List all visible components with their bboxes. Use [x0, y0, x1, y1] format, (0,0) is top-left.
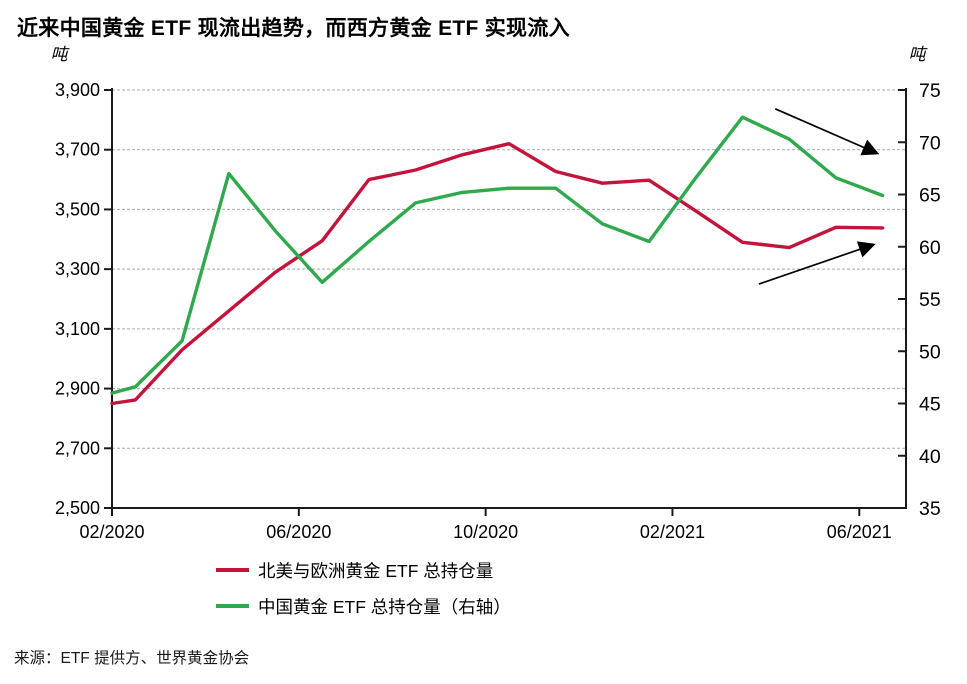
legend-item-west-etf: 北美与欧洲黄金 ETF 总持仓量 — [216, 557, 511, 583]
series-line-china-etf — [110, 115, 885, 395]
legend-swatch-china-line — [216, 604, 249, 608]
legend-label-china: 中国黄金 ETF 总持仓量（右轴） — [258, 596, 511, 617]
trend-arrow-china-outflow — [774, 108, 880, 156]
chart-area: 3,900 3,700 3,500 3,300 3,100 2,900 2,700 2,500… — [51, 45, 941, 542]
y-axis-left-tick-label: 3,300 — [55, 259, 100, 279]
x-axis-tick-label: 06/2020 — [266, 522, 331, 542]
y-axis-left-tick-label: 3,700 — [55, 140, 100, 160]
legend-item-china-etf: 中国黄金 ETF 总持仓量（右轴） — [216, 593, 511, 619]
y-axis-right-tick-label: 75 — [919, 80, 941, 102]
right-axis-unit-label: 吨 — [909, 45, 929, 64]
chart-title: 近来中国黄金 ETF 现流出趋势，而西方黄金 ETF 实现流入 — [17, 17, 570, 40]
y-axis-right-tick-label: 45 — [919, 394, 941, 416]
y-axis-left-tick-label: 3,900 — [55, 80, 100, 100]
y-axis-right-tick-label: 50 — [919, 341, 941, 363]
y-axis-right-tick-label: 35 — [919, 498, 941, 520]
y-axis-left-tick-label: 3,100 — [55, 319, 100, 339]
x-axis-tick-label: 02/2021 — [640, 522, 705, 542]
x-axis-tick-label: 06/2021 — [827, 522, 892, 542]
y-axis-right-tick-label: 55 — [919, 289, 941, 311]
y-axis-right-tick-label: 70 — [919, 132, 941, 154]
y-axis-right-tick-label: 60 — [919, 237, 941, 259]
legend-swatch-west-line — [216, 568, 249, 572]
series-line-west-etf — [110, 141, 885, 406]
x-axis-tick-label: 10/2020 — [453, 522, 518, 542]
x-axis-tick-label: 02/2020 — [79, 522, 144, 542]
source-note: 来源：ETF 提供方、世界黄金协会 — [14, 650, 250, 667]
etf-holdings-line-chart: 3,900 3,700 3,500 3,300 3,100 2,900 2,700 2,500… — [51, 45, 941, 542]
legend-label-west: 北美与欧洲黄金 ETF 总持仓量 — [258, 560, 494, 581]
y-axis-right-tick-label: 65 — [919, 185, 941, 207]
y-axis-left-tick-label: 2,900 — [55, 379, 100, 399]
y-axis-left-tick-label: 2,700 — [55, 438, 100, 458]
y-axis-right-tick-label: 40 — [919, 446, 941, 468]
y-axis-left-tick-label: 2,500 — [55, 498, 100, 518]
y-axis-left-tick-label: 3,500 — [55, 199, 100, 219]
left-axis-unit-label: 吨 — [51, 45, 71, 64]
trend-arrow-west-inflow — [758, 241, 876, 285]
legend: 北美与欧洲黄金 ETF 总持仓量 中国黄金 ETF 总持仓量（右轴） — [216, 557, 511, 629]
